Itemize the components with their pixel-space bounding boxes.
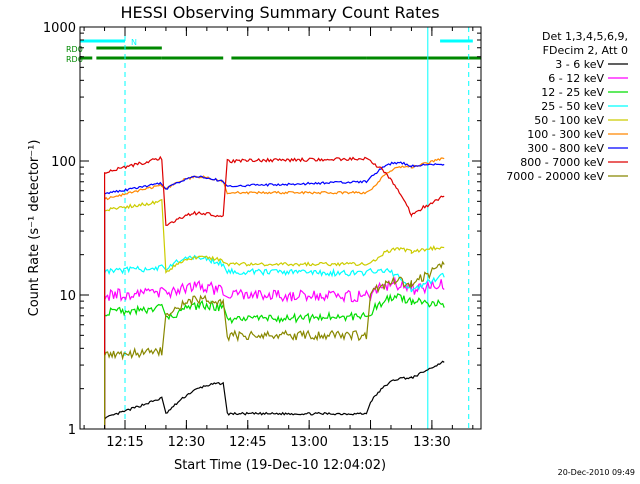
series-line <box>104 157 445 429</box>
plot-frame <box>79 26 482 430</box>
y-tick-label: 1000 <box>43 21 76 36</box>
series-line <box>104 276 445 429</box>
x-tick-label: 12:45 <box>229 435 266 450</box>
legend-entry-label: 12 - 25 keV <box>541 86 604 99</box>
legend-header: Det 1,3,4,5,6,9, <box>542 30 628 43</box>
x-tick-label: 13:30 <box>413 435 450 450</box>
chart-title: HESSI Observing Summary Count Rates <box>120 3 439 22</box>
legend-entry-label: 25 - 50 keV <box>541 100 604 113</box>
legend-entry-label: 50 - 100 keV <box>534 114 604 127</box>
footer-timestamp: 20-Dec-2010 09:49 <box>558 468 635 477</box>
series-line <box>104 198 445 429</box>
series-line <box>104 293 445 429</box>
series-line <box>104 155 445 429</box>
x-tick-label: 12:15 <box>106 435 143 450</box>
legend: Det 1,3,4,5,6,9,FDecim 2, Att 03 - 6 keV… <box>506 30 628 183</box>
legend-entry-label: 100 - 300 keV <box>527 128 604 141</box>
flag-vertical-lines <box>79 27 470 429</box>
legend-entry-label: 300 - 800 keV <box>527 142 604 155</box>
flag-label: RD0 <box>66 45 83 54</box>
x-tick-label: 12:30 <box>168 435 205 450</box>
legend-entry-label: 800 - 7000 keV <box>520 156 604 169</box>
series-line <box>104 360 445 429</box>
series-line <box>104 254 445 429</box>
x-tick-label: 13:15 <box>352 435 389 450</box>
legend-header: FDecim 2, Att 0 <box>543 44 628 57</box>
y-tick-label: 10 <box>59 289 76 304</box>
x-tick-label: 13:00 <box>290 435 327 450</box>
series-line <box>104 161 445 429</box>
legend-entry-label: 3 - 6 keV <box>555 58 604 71</box>
y-axis-label: Count Rate (s⁻¹ detector⁻¹) <box>27 140 42 317</box>
axes: 12:15 12:30 12:45 13:00 13:15 13:30 1 10 100 1000 <box>43 21 481 450</box>
legend-entry-label: 7000 - 20000 keV <box>506 170 604 183</box>
x-axis-label: Start Time (19-Dec-10 12:04:02) <box>174 458 386 473</box>
series-line <box>104 260 445 429</box>
legend-entry-label: 6 - 12 keV <box>548 72 604 85</box>
series-lines <box>104 155 445 429</box>
flag-label: RD6 <box>66 55 83 64</box>
flag-label: N <box>131 38 137 47</box>
y-tick-label: 1 <box>68 423 76 438</box>
y-tick-label: 100 <box>51 155 76 170</box>
